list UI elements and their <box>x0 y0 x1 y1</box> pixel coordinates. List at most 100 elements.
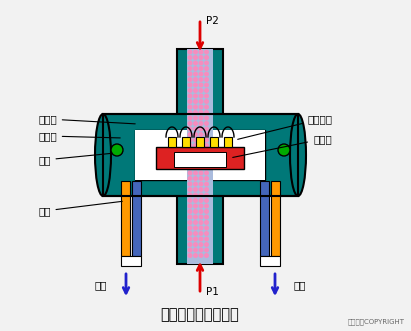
Circle shape <box>194 166 197 169</box>
Bar <box>135 130 187 180</box>
Circle shape <box>205 248 208 252</box>
Circle shape <box>188 243 192 246</box>
Circle shape <box>188 133 192 136</box>
Bar <box>260 181 269 256</box>
Circle shape <box>205 221 208 224</box>
Circle shape <box>199 243 203 246</box>
Circle shape <box>194 94 197 98</box>
Circle shape <box>194 127 197 131</box>
Circle shape <box>199 155 203 158</box>
Circle shape <box>188 210 192 213</box>
Circle shape <box>188 144 192 147</box>
Circle shape <box>205 182 208 186</box>
Circle shape <box>194 56 197 59</box>
Circle shape <box>199 94 203 98</box>
Circle shape <box>194 67 197 70</box>
Circle shape <box>205 199 208 202</box>
Circle shape <box>188 166 192 169</box>
Circle shape <box>194 116 197 120</box>
Circle shape <box>205 243 208 246</box>
Circle shape <box>205 127 208 131</box>
Circle shape <box>188 155 192 158</box>
Circle shape <box>199 188 203 191</box>
Bar <box>187 49 213 264</box>
Circle shape <box>278 144 290 156</box>
Circle shape <box>194 248 197 252</box>
Circle shape <box>194 50 197 54</box>
Bar <box>121 256 141 266</box>
Bar <box>271 181 280 256</box>
Circle shape <box>188 215 192 219</box>
Circle shape <box>205 210 208 213</box>
Text: 高压腔: 高压腔 <box>38 131 120 141</box>
Circle shape <box>205 83 208 87</box>
Circle shape <box>188 122 192 125</box>
Circle shape <box>199 138 203 142</box>
Circle shape <box>194 182 197 186</box>
Circle shape <box>199 160 203 164</box>
Bar <box>121 181 130 256</box>
Circle shape <box>205 89 208 92</box>
Circle shape <box>194 155 197 158</box>
Circle shape <box>194 243 197 246</box>
Circle shape <box>188 56 192 59</box>
Text: 扩散硅式压力传感器: 扩散硅式压力传感器 <box>161 307 239 322</box>
Bar <box>196 137 204 147</box>
Circle shape <box>205 237 208 241</box>
Circle shape <box>199 177 203 180</box>
Ellipse shape <box>290 114 306 196</box>
Circle shape <box>205 254 208 257</box>
Circle shape <box>199 61 203 65</box>
Circle shape <box>205 133 208 136</box>
Circle shape <box>199 149 203 153</box>
Circle shape <box>188 188 192 191</box>
Circle shape <box>199 204 203 208</box>
Circle shape <box>199 83 203 87</box>
Circle shape <box>199 67 203 70</box>
Circle shape <box>205 160 208 164</box>
Circle shape <box>194 171 197 175</box>
Text: 扩散电阻: 扩散电阻 <box>238 114 333 139</box>
Circle shape <box>194 254 197 257</box>
Circle shape <box>199 221 203 224</box>
Circle shape <box>188 204 192 208</box>
Circle shape <box>194 237 197 241</box>
Circle shape <box>194 188 197 191</box>
Circle shape <box>205 67 208 70</box>
Circle shape <box>194 221 197 224</box>
Circle shape <box>205 50 208 54</box>
Bar <box>168 137 176 147</box>
Bar <box>210 137 218 147</box>
Circle shape <box>188 182 192 186</box>
Circle shape <box>199 248 203 252</box>
Circle shape <box>199 122 203 125</box>
Circle shape <box>194 100 197 103</box>
Circle shape <box>194 204 197 208</box>
Circle shape <box>205 171 208 175</box>
Circle shape <box>199 105 203 109</box>
Circle shape <box>199 237 203 241</box>
Circle shape <box>194 89 197 92</box>
Circle shape <box>188 116 192 120</box>
Circle shape <box>205 138 208 142</box>
Circle shape <box>194 133 197 136</box>
Circle shape <box>205 204 208 208</box>
Bar <box>103 114 298 196</box>
Bar <box>174 152 226 167</box>
Text: 东方仿真COPYRIGHT: 东方仿真COPYRIGHT <box>348 318 405 325</box>
Circle shape <box>199 193 203 197</box>
Circle shape <box>199 199 203 202</box>
Bar <box>156 147 244 169</box>
Bar <box>224 137 232 147</box>
Circle shape <box>111 144 123 156</box>
Circle shape <box>194 138 197 142</box>
Circle shape <box>199 166 203 169</box>
Circle shape <box>188 160 192 164</box>
Circle shape <box>205 61 208 65</box>
Circle shape <box>188 67 192 70</box>
Circle shape <box>199 111 203 114</box>
Circle shape <box>199 50 203 54</box>
Text: 硅杯: 硅杯 <box>38 153 112 165</box>
Circle shape <box>188 149 192 153</box>
Bar <box>213 130 265 180</box>
